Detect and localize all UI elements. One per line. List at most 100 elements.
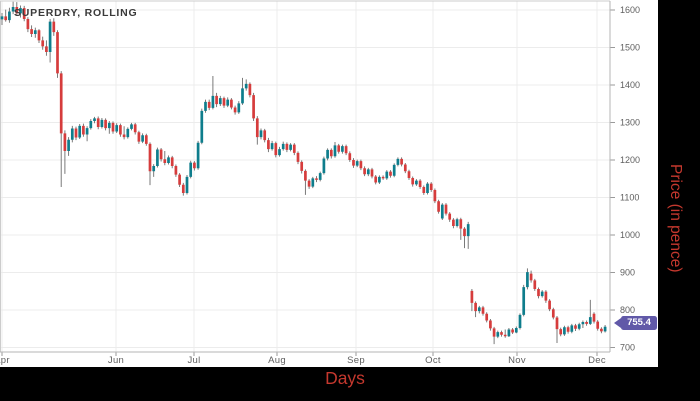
candle-body xyxy=(311,178,315,187)
candle-body xyxy=(333,145,337,157)
candle-body xyxy=(385,171,389,179)
candle-body xyxy=(207,101,211,108)
candle-body xyxy=(577,324,581,329)
candle-body xyxy=(318,173,322,180)
candle-body xyxy=(466,224,470,237)
candle-body xyxy=(119,125,122,135)
candle-body xyxy=(511,329,514,333)
candle-body xyxy=(4,16,8,21)
candle-body xyxy=(452,219,455,226)
candle-body xyxy=(292,144,296,153)
candle-body xyxy=(477,307,481,312)
candle-body xyxy=(141,135,144,142)
candle-body xyxy=(130,124,133,129)
candle-body xyxy=(59,73,63,134)
candle-body xyxy=(363,168,366,175)
y-tick-label: 1200 xyxy=(620,155,640,165)
y-tick-label: 1500 xyxy=(620,43,640,53)
candle-body xyxy=(551,309,555,318)
candle-body xyxy=(178,174,181,185)
candle-body xyxy=(459,219,463,229)
y-axis-title: Price (in pence) xyxy=(667,163,684,273)
candle-body xyxy=(15,7,19,14)
candle-body xyxy=(370,169,374,177)
candle-body xyxy=(255,118,259,138)
candle-body xyxy=(41,40,45,47)
candle-body xyxy=(70,128,74,140)
candle-body xyxy=(600,328,603,332)
candle-body xyxy=(596,321,600,329)
candle-body xyxy=(45,46,48,52)
candle-body xyxy=(163,159,167,163)
candle-body xyxy=(522,287,526,315)
candle-body xyxy=(489,320,492,329)
candle-body xyxy=(281,143,285,150)
candle-body xyxy=(226,99,230,106)
candle-body xyxy=(82,125,85,135)
candle-body xyxy=(341,146,344,152)
candle-body xyxy=(19,8,22,14)
candle-body xyxy=(518,314,522,328)
candle-body xyxy=(230,99,233,108)
x-tick-label: Aug xyxy=(268,355,286,366)
candle-body xyxy=(67,139,70,151)
x-axis-title: Days xyxy=(325,368,365,388)
candle-body xyxy=(133,124,137,133)
candle-body xyxy=(355,161,359,166)
candle-body xyxy=(89,121,93,129)
candle-body xyxy=(337,145,341,152)
candle-body xyxy=(400,158,403,165)
candle-body xyxy=(329,149,333,157)
candle-body xyxy=(237,103,241,113)
candle-body xyxy=(574,325,577,329)
candle-body xyxy=(189,162,193,177)
badge-arrow-icon xyxy=(614,318,621,328)
candle-body xyxy=(22,8,26,19)
x-tick-label: Nov xyxy=(508,355,526,366)
candle-body xyxy=(407,171,411,178)
candle-body xyxy=(193,162,196,169)
candle-body xyxy=(422,187,426,193)
x-tick-label: Apr xyxy=(0,355,10,366)
candle-body xyxy=(322,158,326,174)
candlestick-chart[interactable]: 700 800 900 1000 1100 1200 1300 1400 1500 1600 Apr… xyxy=(0,0,658,367)
candle-body xyxy=(159,149,163,160)
candle-body xyxy=(174,166,178,175)
candle-body xyxy=(107,122,111,129)
y-tick-label: 1600 xyxy=(620,5,640,15)
candle-body xyxy=(588,317,592,324)
candle-body xyxy=(426,183,429,193)
candle-body xyxy=(411,178,415,185)
candle-body xyxy=(366,169,370,175)
candle-body xyxy=(444,204,448,214)
candle-body xyxy=(278,149,281,156)
y-tick-label: 900 xyxy=(620,268,635,278)
candle-body xyxy=(26,19,30,30)
candle-body xyxy=(241,88,244,104)
candle-body xyxy=(559,329,563,335)
candle-body xyxy=(93,118,96,121)
candle-body xyxy=(233,107,237,113)
candle-body xyxy=(11,7,15,12)
candle-body xyxy=(348,153,352,160)
candle-body xyxy=(285,143,289,150)
candle-body xyxy=(37,30,41,41)
candle-body xyxy=(437,201,440,212)
candle-body xyxy=(429,183,433,190)
candle-body xyxy=(0,16,4,20)
y-tick-label: 1300 xyxy=(620,118,640,128)
candle-body xyxy=(74,128,78,138)
candle-body xyxy=(448,213,452,220)
candle-body xyxy=(537,289,540,297)
candle-body xyxy=(455,219,459,226)
candle-body xyxy=(167,157,170,163)
candle-body xyxy=(563,327,566,335)
candle-body xyxy=(137,132,141,142)
x-tick-label: Jul xyxy=(187,355,200,366)
last-price-value: 755.4 xyxy=(627,317,651,328)
candle-body xyxy=(470,290,474,303)
candle-body xyxy=(244,83,248,89)
candle-body xyxy=(270,143,274,150)
candle-body xyxy=(503,334,507,337)
candle-body xyxy=(85,128,89,135)
